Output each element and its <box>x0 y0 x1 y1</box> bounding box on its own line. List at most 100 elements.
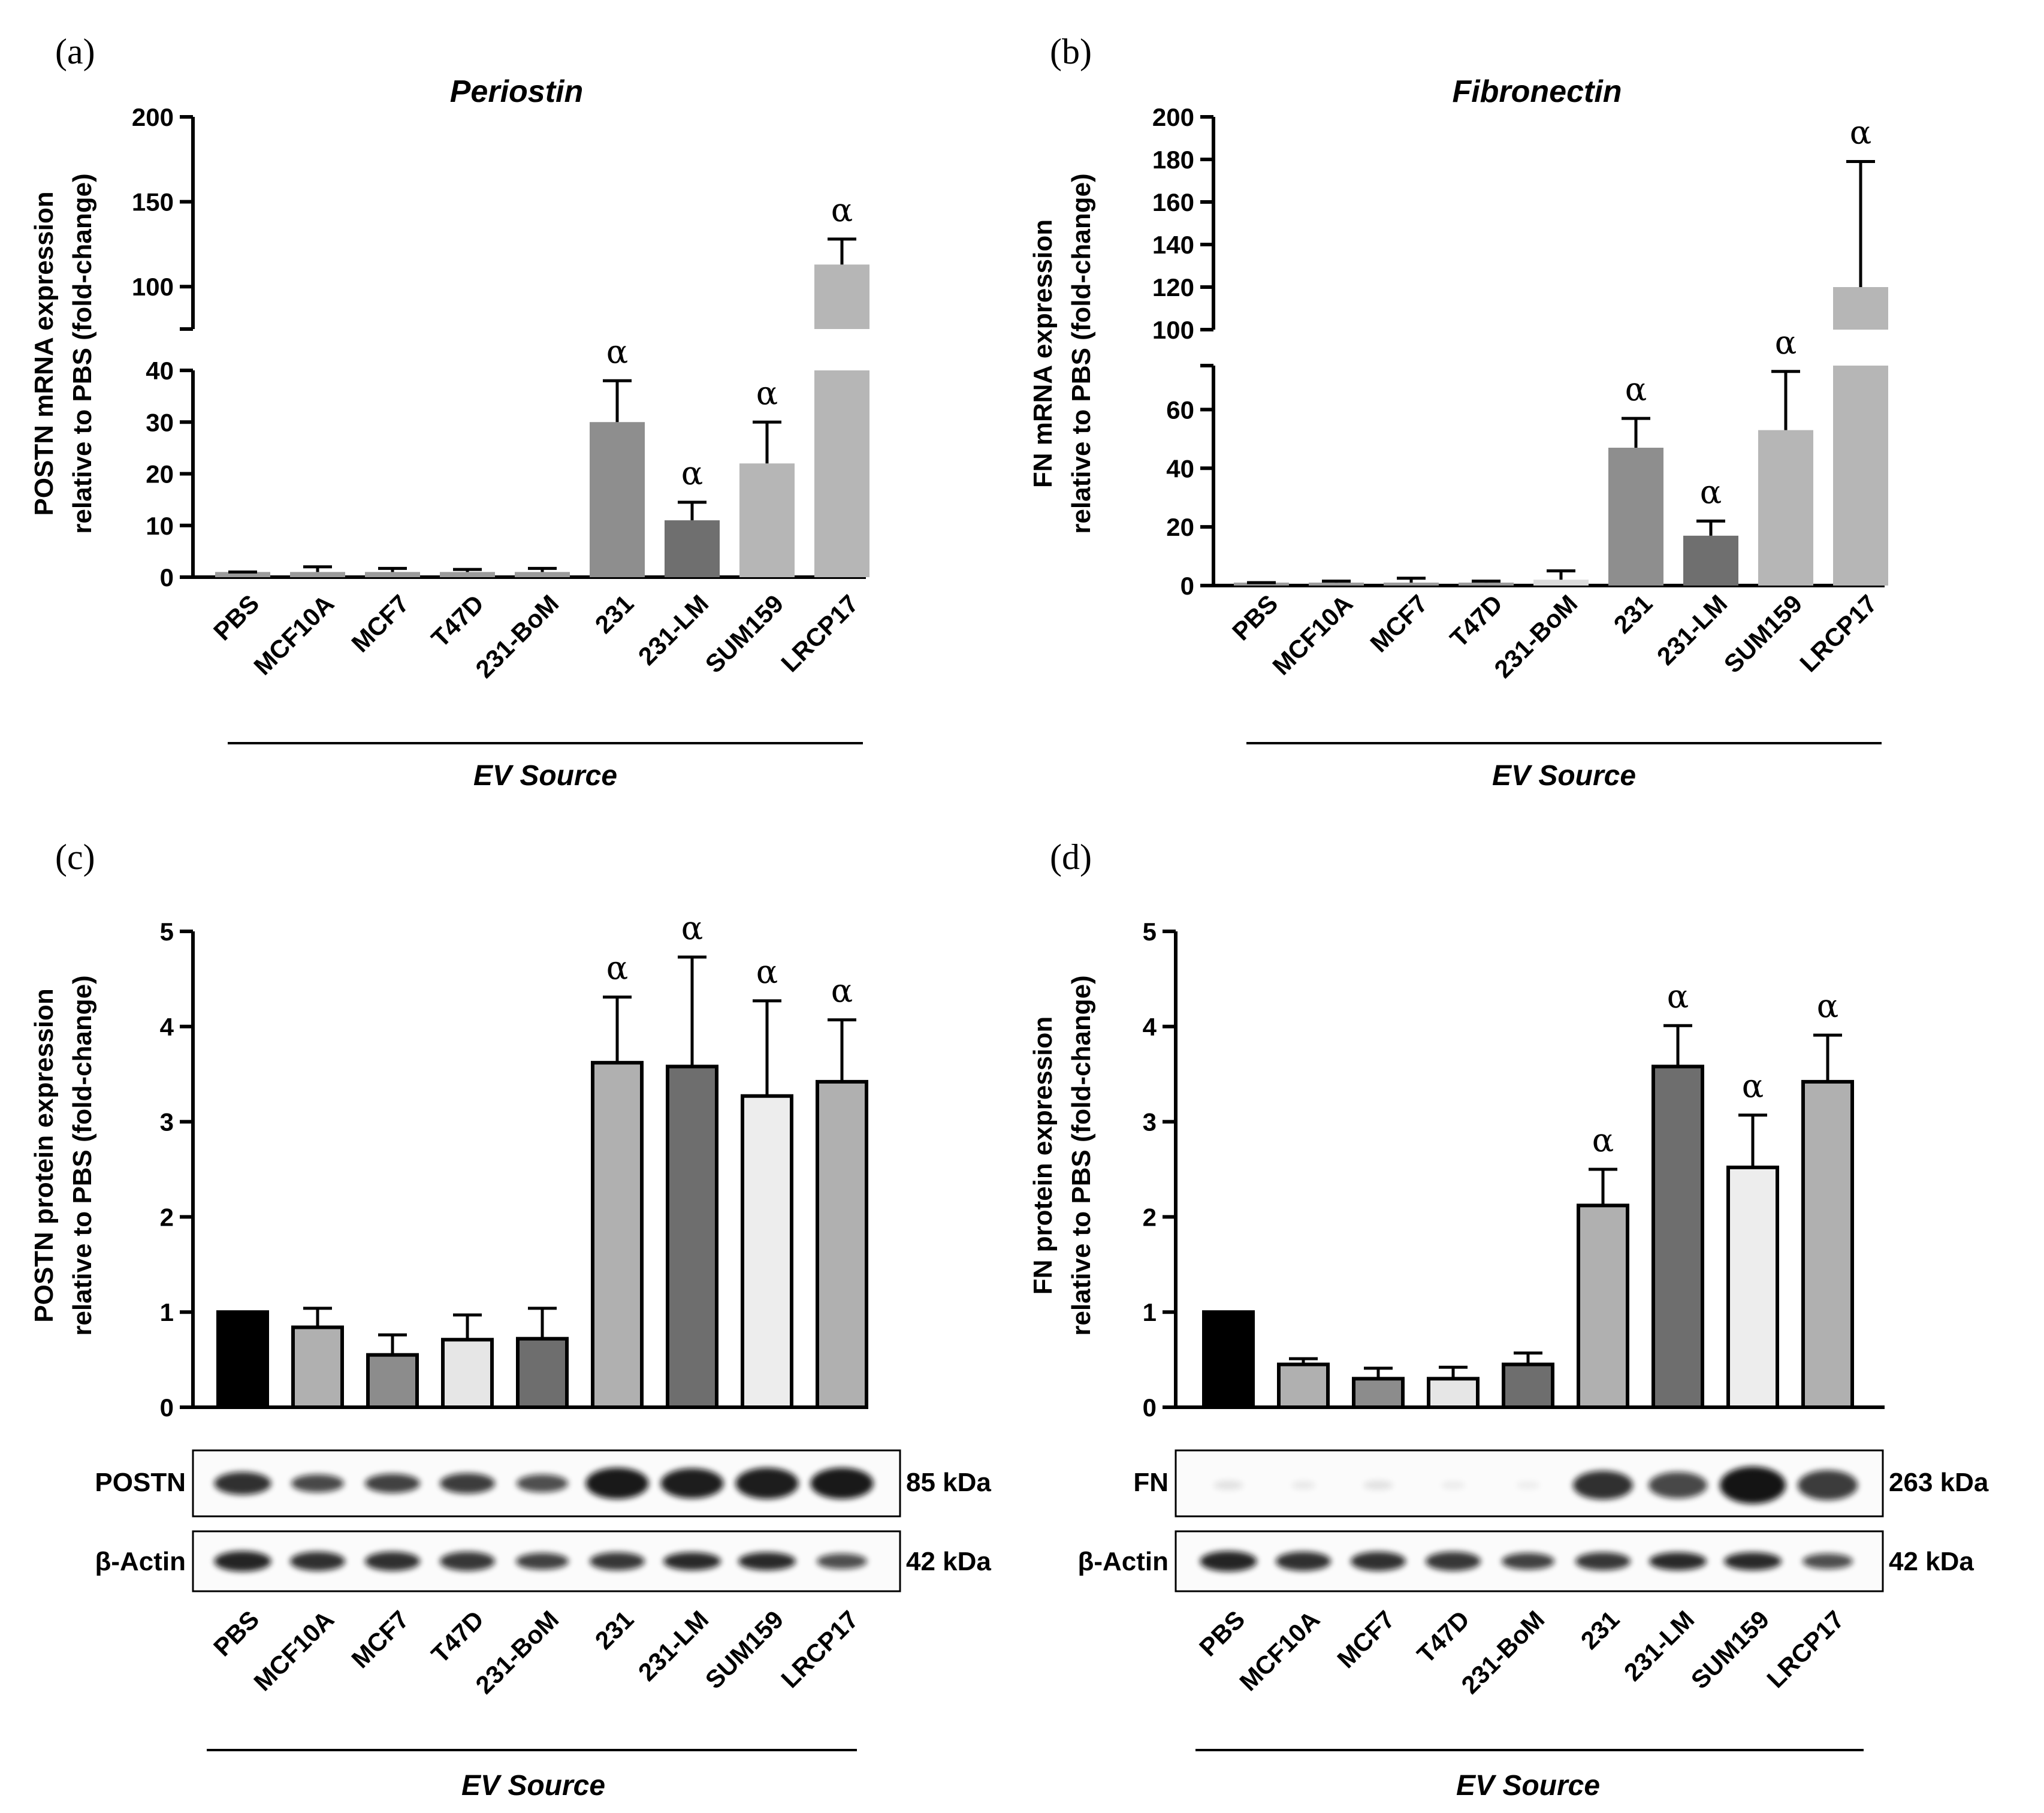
c-bar <box>516 1337 569 1410</box>
d-bar <box>1726 1165 1779 1409</box>
fn-band <box>1213 1480 1243 1490</box>
c-bar <box>441 1338 494 1409</box>
fn-band <box>1649 1472 1707 1498</box>
d-bar <box>1577 1203 1629 1409</box>
a-category-label: T47D <box>426 589 490 653</box>
postn-band <box>291 1474 344 1492</box>
b-bar <box>1309 583 1364 586</box>
d-blot-category-label: PBS <box>1194 1605 1250 1661</box>
b-ytick-label: 140 <box>1152 231 1194 259</box>
b-significance-mark: α <box>1775 324 1797 361</box>
d-ytick-label: 4 <box>1143 1013 1157 1041</box>
a-significance-mark: α <box>831 191 853 229</box>
a-ytick-label: 20 <box>146 460 174 488</box>
panel-c-ylabel-line2: relative to PBS (fold-change) <box>68 975 97 1335</box>
a-ytick-label: 40 <box>146 357 174 385</box>
b-bar <box>1833 366 1888 586</box>
actin-band <box>440 1552 495 1571</box>
panel-d-bands-fn <box>1213 1467 1858 1504</box>
panel-d-ylabel-line1: FN protein expression <box>1028 1016 1058 1295</box>
b-category-label: PBS <box>1227 589 1283 645</box>
panel-c-plot: 0 1 2 3 4 5 α α α α <box>160 909 868 1422</box>
actin-band <box>365 1552 420 1571</box>
c-blot-category-label: MCF7 <box>346 1605 414 1673</box>
panel-d-xlabel: EV Source <box>1456 1770 1600 1802</box>
b-ytick-label: 120 <box>1152 273 1194 301</box>
panel-d-blot-fn-kda: 263 kDa <box>1889 1468 1989 1497</box>
c-ytick-label: 2 <box>160 1203 174 1231</box>
a-ytick-label: 10 <box>146 512 174 540</box>
c-blot-category-label: LRCP17 <box>775 1605 864 1693</box>
a-bar <box>290 572 345 577</box>
panel-c-blot-actin-kda: 42 kDa <box>906 1547 991 1576</box>
d-ytick-label: 0 <box>1143 1393 1157 1422</box>
b-category-label: T47D <box>1445 589 1508 653</box>
actin-band <box>1276 1552 1331 1571</box>
a-bar <box>814 264 869 329</box>
d-ytick-label: 1 <box>1143 1298 1157 1326</box>
panel-c-ylabel-line1: POSTN protein expression <box>29 988 59 1322</box>
c-significance-mark: α <box>606 949 628 987</box>
actin-band <box>1426 1552 1481 1571</box>
postn-band <box>440 1473 495 1494</box>
postn-band <box>214 1472 271 1495</box>
a-category-label: 231-BoM <box>470 589 564 683</box>
b-ytick-label: 40 <box>1166 454 1194 482</box>
b-significance-mark: α <box>1700 473 1722 511</box>
a-ytick-label: 100 <box>132 273 174 301</box>
b-category-label: LRCP17 <box>1794 589 1882 677</box>
a-ytick-label: 30 <box>146 408 174 436</box>
d-significance-mark: α <box>1817 987 1838 1025</box>
d-blot-category-label: MCF10A <box>1234 1605 1325 1696</box>
a-category-label: MCF7 <box>346 589 414 657</box>
panel-c-blot-postn-kda: 85 kDa <box>906 1468 991 1497</box>
a-category-label: SUM159 <box>700 589 789 678</box>
a-significance-mark: α <box>606 333 628 370</box>
d-blot-category-label: MCF7 <box>1332 1605 1400 1673</box>
fn-band <box>1798 1470 1858 1500</box>
a-category-label: PBS <box>208 589 264 645</box>
fn-band <box>1363 1480 1393 1490</box>
c-ytick-label: 5 <box>160 918 174 946</box>
a-significance-mark: α <box>681 454 703 492</box>
c-ytick-label: 4 <box>160 1013 174 1041</box>
postn-band <box>660 1468 724 1498</box>
panel-d-blot-actin-kda: 42 kDa <box>1889 1547 1974 1576</box>
b-category-label: MCF7 <box>1364 589 1433 657</box>
actin-band <box>1649 1552 1707 1570</box>
d-bar <box>1651 1064 1704 1409</box>
c-bar <box>216 1310 269 1409</box>
postn-band <box>517 1474 568 1492</box>
d-blot-category-label: 231-BoM <box>1456 1605 1550 1699</box>
b-category-label: 231 <box>1608 589 1658 639</box>
postn-band <box>735 1468 799 1499</box>
c-blot-category-label: T47D <box>426 1605 490 1669</box>
actin-band <box>1575 1552 1631 1570</box>
c-blot-category-label: 231-BoM <box>470 1605 564 1699</box>
actin-band <box>516 1553 569 1570</box>
a-bar <box>739 463 795 577</box>
b-ytick-label: 160 <box>1152 188 1194 216</box>
c-bar <box>591 1061 644 1410</box>
a-bar <box>515 572 570 577</box>
b-bar <box>1459 583 1514 586</box>
panel-d-label: (d) <box>1050 837 1092 877</box>
c-significance-mark: α <box>756 953 778 991</box>
c-bar <box>291 1325 344 1409</box>
c-blot-category-label: 231 <box>590 1605 639 1655</box>
panel-b-title: Fibronectin <box>1452 74 1622 109</box>
panel-c-blot-postn-label: POSTN <box>95 1468 186 1497</box>
panel-d-blot-fn-label: FN <box>1133 1468 1169 1497</box>
c-blot-category-label: PBS <box>208 1605 264 1661</box>
d-blot-category-label: LRCP17 <box>1761 1605 1849 1693</box>
b-bar <box>1533 580 1589 586</box>
panel-d: (d) FN protein expression relative to PB… <box>1028 837 1989 1802</box>
actin-band <box>738 1552 796 1570</box>
b-category-label: MCF10A <box>1267 589 1358 680</box>
actin-band <box>1502 1553 1554 1570</box>
d-blot-category-label: 231 <box>1575 1605 1625 1655</box>
c-ytick-label: 1 <box>160 1298 174 1326</box>
d-ytick-label: 5 <box>1143 918 1157 946</box>
